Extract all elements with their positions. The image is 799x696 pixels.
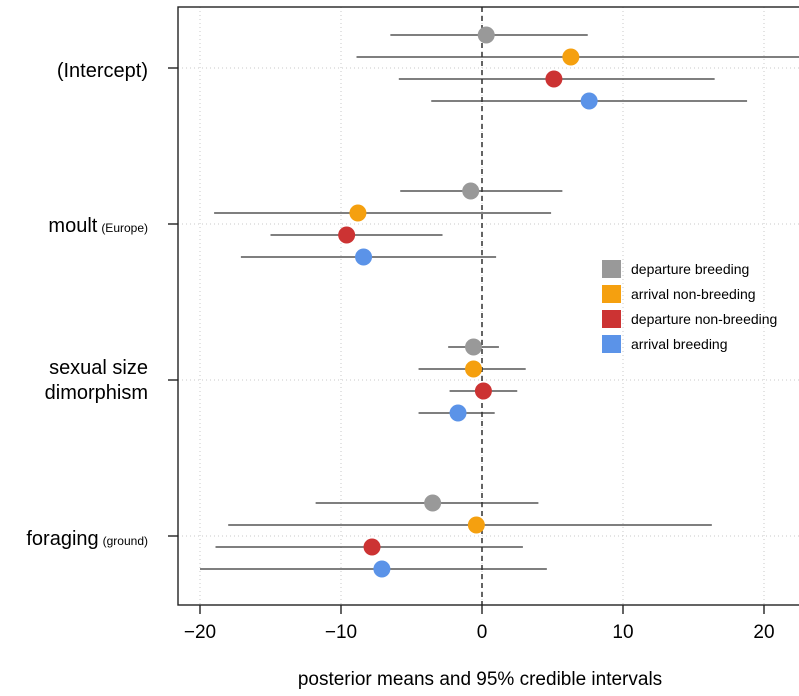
legend-swatch-3 <box>602 335 621 353</box>
point-s0-c1 <box>462 182 480 200</box>
x-tick-label-2: 0 <box>477 622 488 643</box>
x-tick-label-3: 10 <box>612 622 633 643</box>
x-tick-label-4: 20 <box>753 622 774 643</box>
point-s3-c3 <box>373 560 391 578</box>
y-label-moult: moult (Europe) <box>48 215 148 237</box>
legend-swatch-2 <box>602 310 621 328</box>
point-s0-c3 <box>424 494 442 512</box>
point-s1-c1 <box>349 204 367 222</box>
y-label-foraging: foraging (ground) <box>26 528 148 550</box>
legend-swatch-0 <box>602 260 621 278</box>
series-marks <box>200 26 799 578</box>
point-s2-c3 <box>363 538 381 556</box>
y-label-ssd: sexual size dimorphism <box>45 357 148 404</box>
y-label-moult-text: moult (Europe) <box>48 215 148 237</box>
legend-label-0: departure breeding <box>631 261 749 277</box>
point-s2-c2 <box>474 382 492 400</box>
legend-label-3: arrival breeding <box>631 336 728 352</box>
point-s3-c2 <box>449 404 467 422</box>
point-s1-c3 <box>467 516 485 534</box>
legend: departure breeding arrival non-breeding de… <box>602 260 777 353</box>
y-ticks <box>168 67 178 537</box>
legend-label-2: departure non-breeding <box>631 311 777 327</box>
x-tick-label-1: −10 <box>325 622 357 643</box>
y-label-moult-main: moult <box>48 215 97 237</box>
point-s2-c1 <box>338 226 356 244</box>
x-tick-label-0: −20 <box>184 622 216 643</box>
x-ticks: −20 −10 0 10 20 <box>184 605 775 643</box>
y-label-foraging-sub: (ground) <box>103 534 148 548</box>
point-s1-c2 <box>465 360 483 378</box>
point-s3-c1 <box>355 248 373 266</box>
point-s0-c0 <box>477 26 495 44</box>
point-s1-c0 <box>562 48 580 66</box>
y-label-foraging-main: foraging <box>26 528 98 550</box>
y-label-moult-sub: (Europe) <box>101 221 148 235</box>
x-axis-label: posterior means and 95% credible interva… <box>298 669 662 690</box>
grid-lines <box>178 7 799 605</box>
y-label-ssd-line2: dimorphism <box>45 382 148 404</box>
plot-frame <box>177 6 799 606</box>
y-label-intercept: (Intercept) <box>57 60 148 82</box>
y-label-ssd-line1: sexual size <box>49 357 148 379</box>
y-label-intercept-text: (Intercept) <box>57 60 148 82</box>
point-s2-c0 <box>545 70 563 88</box>
point-s0-c2 <box>465 338 483 356</box>
point-s3-c0 <box>580 92 598 110</box>
legend-swatch-1 <box>602 285 621 303</box>
y-label-foraging-text: foraging (ground) <box>26 528 148 550</box>
legend-label-1: arrival non-breeding <box>631 286 756 302</box>
